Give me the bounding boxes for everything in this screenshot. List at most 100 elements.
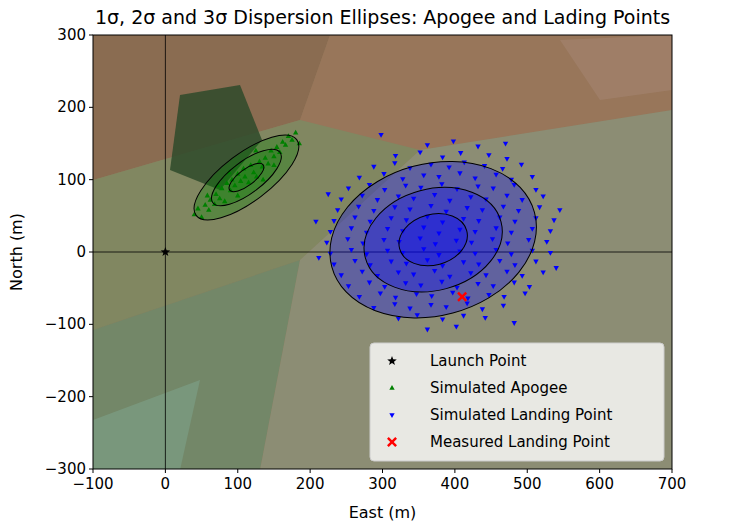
point [425,143,430,148]
y-axis-label: North (m) [7,213,26,291]
point [335,208,340,213]
point [451,140,456,145]
point [503,142,508,147]
x-tick [454,469,455,473]
x-tick-label: 100 [223,475,252,493]
x-tick-label: 300 [368,475,397,493]
x-tick [310,469,311,473]
point [551,218,556,223]
point [339,197,344,202]
point [537,205,542,210]
y-tick-label: 200 [57,98,86,116]
point [461,314,466,319]
y-tick-label: 0 [76,243,86,261]
field [93,35,672,469]
y-tick [89,396,93,397]
point [331,219,336,224]
point [512,321,517,326]
legend-label: Simulated Apogee [430,379,568,397]
y-tick-label: 100 [57,171,86,189]
y-tick-label: −100 [45,315,86,333]
y-tick [89,252,93,253]
point [392,161,397,166]
x-tick [599,469,600,473]
legend-box [370,343,664,461]
point [454,325,459,330]
x-tick [237,469,238,473]
field-patch [93,380,200,469]
plot-area [93,35,672,469]
y-tick [89,179,93,180]
point [557,208,562,213]
point [500,167,505,172]
point [393,154,398,159]
field-patch [560,35,672,100]
legend-marker [387,356,397,365]
point [512,281,517,286]
point [396,317,401,322]
y-tick-label: −200 [45,388,86,406]
point [533,188,538,193]
point [544,240,549,245]
plot-frame [93,35,672,469]
point [504,157,509,162]
point [501,295,506,300]
point [530,175,535,180]
dispersion-ellipse [225,159,268,197]
point [346,187,351,192]
y-tick [89,35,93,36]
point [326,192,331,197]
x-axis-label: East (m) [349,503,417,522]
x-tick [93,469,94,473]
x-tick [382,469,383,473]
x-tick-label: 700 [658,475,687,493]
point [313,220,318,225]
point [483,316,488,321]
point [540,195,545,200]
point [378,133,383,138]
point [324,241,329,246]
title: 1σ, 2σ and 3σ Dispersion Ellipses: Apoge… [95,6,670,28]
legend-label: Launch Point [430,352,526,370]
point [316,256,321,261]
field-patch [260,110,672,469]
legend-marker [389,385,394,390]
point [486,153,491,158]
point [425,328,430,333]
x-tick-label: 400 [441,475,470,493]
point [548,251,553,256]
page-background [0,0,733,530]
legend-label: Simulated Landing Point [430,406,612,424]
dispersion-ellipse [393,206,473,273]
point [522,291,527,296]
point [548,229,553,234]
y-tick-label: −300 [45,460,86,478]
point [554,266,559,271]
point [501,304,506,309]
y-tick-label: 300 [57,26,86,44]
point [458,151,463,156]
point [371,165,376,170]
point [457,292,467,302]
x-tick-label: 200 [296,475,325,493]
chart: −1000100200300400500600700−300−200−10001… [0,0,733,530]
point [381,172,386,177]
point [440,155,445,160]
x-tick-label: 500 [513,475,542,493]
point [475,145,480,150]
dispersion-ellipse [352,173,514,307]
y-tick [89,107,93,108]
legend-marker [387,437,397,447]
x-tick [527,469,528,473]
point [293,130,298,135]
background-image [93,35,672,469]
x-tick [672,469,673,473]
dispersion-ellipse [182,121,311,235]
x-tick-label: 600 [585,475,614,493]
legend-label: Measured Landing Point [430,433,610,451]
x-tick [165,469,166,473]
legend-marker [389,413,394,418]
point [519,163,524,168]
point [440,317,445,322]
point [417,150,422,155]
